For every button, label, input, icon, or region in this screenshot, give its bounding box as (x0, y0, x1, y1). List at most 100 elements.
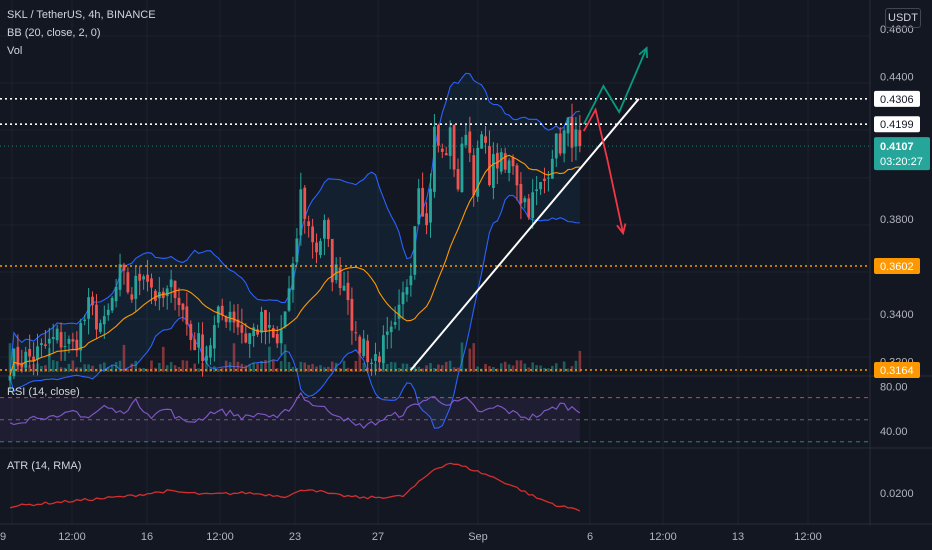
candle-body (531, 192, 535, 219)
candle-body (102, 316, 106, 325)
candle-body (338, 267, 342, 288)
candle-body (205, 355, 208, 361)
volume-bar (393, 362, 397, 372)
price-level-tag-label: 0.3602 (880, 261, 914, 273)
candle-body (527, 198, 531, 218)
candle-body (43, 344, 47, 346)
volume-bar (362, 362, 365, 372)
volume-bar (492, 366, 495, 372)
candle-body (507, 160, 511, 173)
candle-body (177, 297, 181, 305)
time-axis-tick: Sep (468, 531, 488, 543)
volume-bar (389, 362, 393, 372)
volume-bar (126, 368, 130, 372)
volume-bar (515, 360, 519, 372)
candle-body (40, 343, 43, 345)
volume-bar (307, 365, 310, 372)
volume-bar (134, 360, 138, 372)
candle-body (464, 134, 468, 146)
candle-body (51, 336, 55, 340)
candle-body (165, 288, 169, 297)
candle-body (574, 129, 578, 147)
volume-bar (228, 362, 232, 372)
volume-bar (83, 364, 86, 372)
volume-bar (40, 365, 43, 372)
volume-bar (213, 366, 216, 372)
candle-body (436, 125, 440, 146)
volume-bar (193, 363, 197, 372)
candle-body (547, 177, 550, 179)
volume-bar (28, 365, 31, 372)
volume-bar (287, 361, 291, 372)
candle-body (248, 333, 252, 344)
vol-legend[interactable]: Vol (7, 45, 23, 57)
volume-bar (437, 364, 440, 372)
volume-bar (272, 360, 275, 372)
last-price-label: 0.4107 (880, 141, 914, 153)
candle-body (110, 297, 114, 311)
time-axis-tick: 6 (587, 531, 593, 543)
rsi-legend[interactable]: RSI (14, close) (7, 386, 80, 398)
candle-body (378, 356, 381, 363)
candle-body (393, 321, 397, 325)
volume-bar (456, 367, 460, 372)
volume-bar (264, 360, 267, 372)
time-axis-tick: 23 (289, 531, 301, 543)
candle-body (193, 339, 197, 351)
bb-legend[interactable]: BB (20, close, 2, 0) (7, 27, 101, 39)
candle-body (201, 334, 204, 362)
candle-body (224, 316, 228, 322)
candle-body (389, 326, 393, 333)
volume-bar (531, 362, 534, 372)
volume-bar (385, 364, 389, 372)
candle-body (240, 324, 244, 333)
time-axis-tick: 12:00 (649, 531, 677, 543)
volume-bar (488, 366, 491, 372)
bb-basis-line (9, 154, 580, 376)
volume-bar (484, 363, 487, 372)
rsi-line (9, 391, 581, 429)
price-level-tag-label: 0.4199 (880, 119, 914, 131)
candle-body (354, 332, 358, 334)
candle-body (59, 332, 63, 348)
projection-down-arrow (582, 107, 624, 234)
candle-body (126, 272, 130, 293)
candle-body (264, 310, 267, 331)
atr-legend[interactable]: ATR (14, RMA) (7, 460, 82, 472)
candle-body (295, 238, 299, 263)
projection-down-arrow-head (616, 223, 627, 236)
volume-bar (216, 368, 220, 372)
candle-body (256, 329, 259, 335)
candle-body (409, 275, 413, 286)
candle-body (448, 127, 452, 156)
price-level-tag-label: 0.3164 (880, 365, 914, 377)
volume-bar (425, 365, 428, 372)
time-axis-tick: 12:00 (58, 531, 86, 543)
candle-body (267, 324, 271, 328)
volume-bar (554, 363, 558, 372)
volume-bar (547, 368, 550, 372)
volume-bar (268, 346, 271, 372)
volume-bar (248, 364, 252, 372)
volume-bar (224, 360, 228, 372)
last-price-tag (874, 137, 930, 171)
candle-body (98, 323, 102, 332)
volume-bar (511, 365, 515, 372)
price-level-tag (874, 362, 920, 378)
candle-body (413, 226, 417, 275)
volume-bar (405, 363, 409, 372)
volume-bar (496, 368, 499, 372)
candle-body (252, 327, 256, 337)
trendline (410, 98, 640, 371)
candle-body (36, 346, 39, 360)
candle-body (47, 338, 51, 344)
candle-body (236, 319, 240, 328)
candle-body (401, 292, 405, 305)
candle-body (374, 354, 377, 361)
volume-bar (161, 346, 165, 372)
volume-bar (252, 362, 255, 372)
volume-bar (71, 360, 75, 372)
currency-button[interactable]: USDT (885, 8, 921, 28)
candle-body (83, 319, 87, 322)
